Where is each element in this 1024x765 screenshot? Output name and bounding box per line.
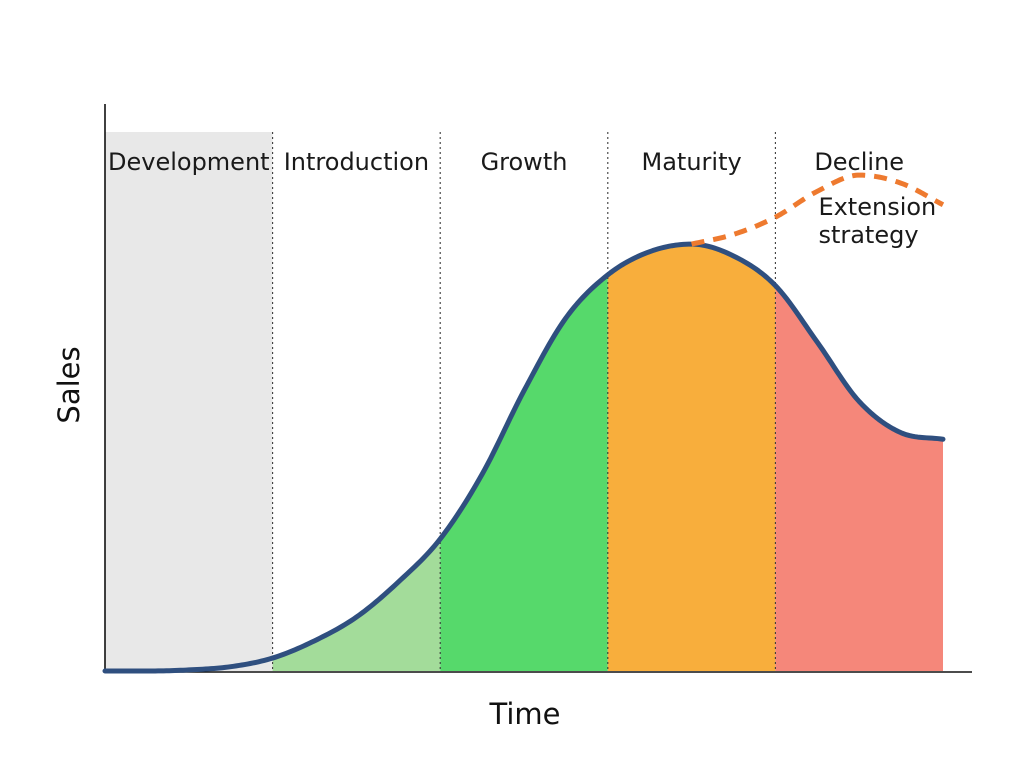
annotations: Extension strategy (818, 193, 936, 249)
stage-area-fills (272, 244, 943, 672)
stage-area-maturity (607, 244, 776, 672)
stage-label-introduction: Introduction (284, 148, 429, 176)
stage-area-growth (440, 274, 608, 671)
y-axis-label: Sales (52, 346, 86, 423)
stage-label-development: Development (108, 148, 270, 176)
stage-area-decline (775, 285, 943, 671)
sales-curve-line (102, 241, 946, 674)
annotation-line: strategy (818, 221, 918, 249)
stage-labels: Development Introduction Growth Maturity Dec… (108, 148, 904, 176)
axes (104, 104, 972, 673)
stage-label-maturity: Maturity (642, 148, 742, 176)
x-axis-label: Time (489, 697, 561, 731)
extension-strategy-line (691, 172, 945, 247)
annotation-line: Extension (818, 193, 936, 221)
stage-label-decline: Decline (814, 148, 904, 176)
stage-area-introduction (272, 538, 441, 671)
stage-bands (105, 132, 273, 671)
stage-band-development (105, 132, 273, 671)
axis-labels: Time Sales (52, 346, 560, 731)
stage-label-growth: Growth (481, 148, 568, 176)
annotation-extension-strategy: Extension strategy (818, 193, 936, 249)
series-lines (102, 172, 946, 674)
